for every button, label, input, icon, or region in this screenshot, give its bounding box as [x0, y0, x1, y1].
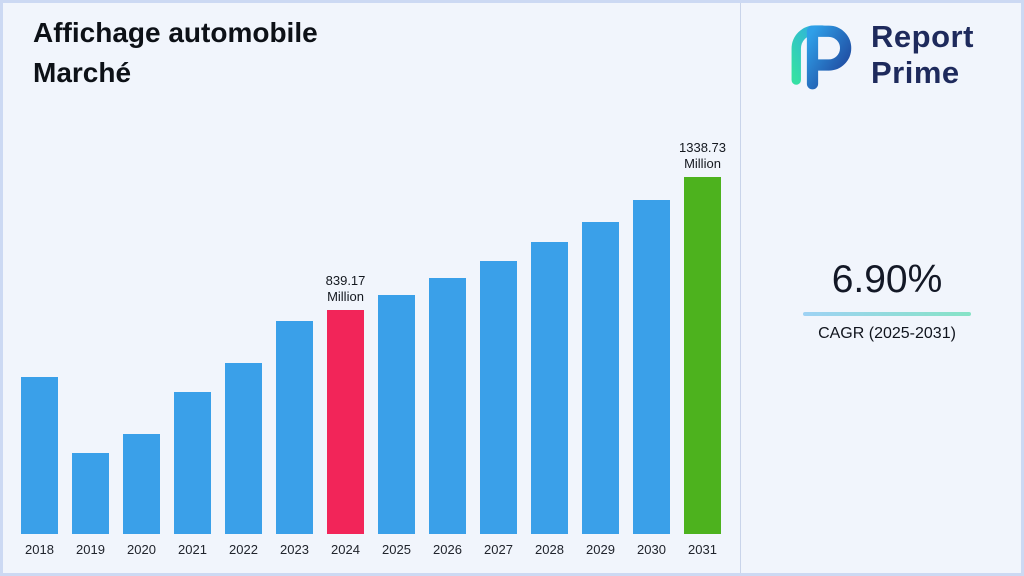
right-panel: Report Prime 6.90% CAGR (2025-2031)	[741, 3, 1021, 573]
wordmark-line1: Report	[871, 18, 974, 54]
chart-bar-2031	[684, 177, 721, 534]
x-axis-label-2021: 2021	[178, 542, 207, 557]
chart-bar-2020	[123, 434, 160, 534]
x-axis-label-2018: 2018	[25, 542, 54, 557]
x-axis-label-2023: 2023	[280, 542, 309, 557]
bar-column-2026: 2026	[429, 278, 466, 558]
x-axis-label-2022: 2022	[229, 542, 258, 557]
x-axis-label-2019: 2019	[76, 542, 105, 557]
chart-bar-2026	[429, 278, 466, 534]
chart-bar-2025	[378, 295, 415, 534]
chart-bar-2019	[72, 453, 109, 534]
bar-column-2023: 2023	[276, 321, 313, 558]
bar-chart: 2018 2019 2020 2021 2022 2023 839.17 Million 20…	[21, 140, 726, 559]
bar-value-label-2031: 1338.73 Million	[679, 139, 726, 171]
bar-column-2030: 2030	[633, 200, 670, 558]
bar-column-2025: 2025	[378, 295, 415, 558]
cagr-underline	[803, 312, 971, 316]
bar-column-2031: 1338.73 Million 2031	[679, 140, 726, 559]
chart-bar-2028	[531, 242, 568, 534]
chart-bar-2024	[327, 310, 364, 534]
cagr-block: 6.90% CAGR (2025-2031)	[803, 258, 971, 343]
bar-value-label-2024: 839.17 Million	[325, 272, 366, 304]
x-axis-label-2025: 2025	[382, 542, 411, 557]
bar-column-2029: 2029	[582, 222, 619, 558]
chart-bar-2029	[582, 222, 619, 534]
bar-column-2024: 839.17 Million 2024	[325, 272, 366, 559]
x-axis-label-2020: 2020	[127, 542, 156, 557]
cagr-value: 6.90%	[831, 258, 943, 301]
bar-column-2021: 2021	[174, 392, 211, 558]
x-axis-label-2031: 2031	[688, 542, 717, 557]
chart-bar-2027	[480, 261, 517, 534]
chart-bar-2030	[633, 200, 670, 534]
x-axis-label-2027: 2027	[484, 542, 513, 557]
reportprime-logo: Report Prime	[779, 15, 974, 95]
chart-bar-2022	[225, 363, 262, 534]
page-title: Affichage automobile Marché	[33, 13, 318, 93]
x-axis-label-2024: 2024	[331, 542, 360, 557]
page-title-line2: Marché	[33, 57, 132, 89]
bar-column-2022: 2022	[225, 363, 262, 558]
chart-bar-2023	[276, 321, 313, 534]
wordmark-line2: Prime	[871, 55, 960, 90]
bar-column-2027: 2027	[480, 261, 517, 558]
reportprime-wordmark: Report Prime	[871, 19, 974, 92]
vertical-divider	[740, 3, 741, 573]
bar-column-2018: 2018	[21, 377, 58, 558]
reportprime-logo-icon	[791, 25, 852, 90]
page-title-line1: Affichage automobile	[33, 17, 318, 48]
x-axis-label-2026: 2026	[433, 542, 462, 557]
bar-column-2020: 2020	[123, 434, 160, 558]
x-axis-label-2030: 2030	[637, 542, 666, 557]
x-axis-label-2029: 2029	[586, 542, 615, 557]
x-axis-label-2028: 2028	[535, 542, 564, 557]
cagr-label: CAGR (2025-2031)	[818, 325, 956, 342]
chart-bar-2021	[174, 392, 211, 534]
bar-column-2028: 2028	[531, 242, 568, 558]
bar-column-2019: 2019	[72, 453, 109, 558]
chart-bar-2018	[21, 377, 58, 534]
